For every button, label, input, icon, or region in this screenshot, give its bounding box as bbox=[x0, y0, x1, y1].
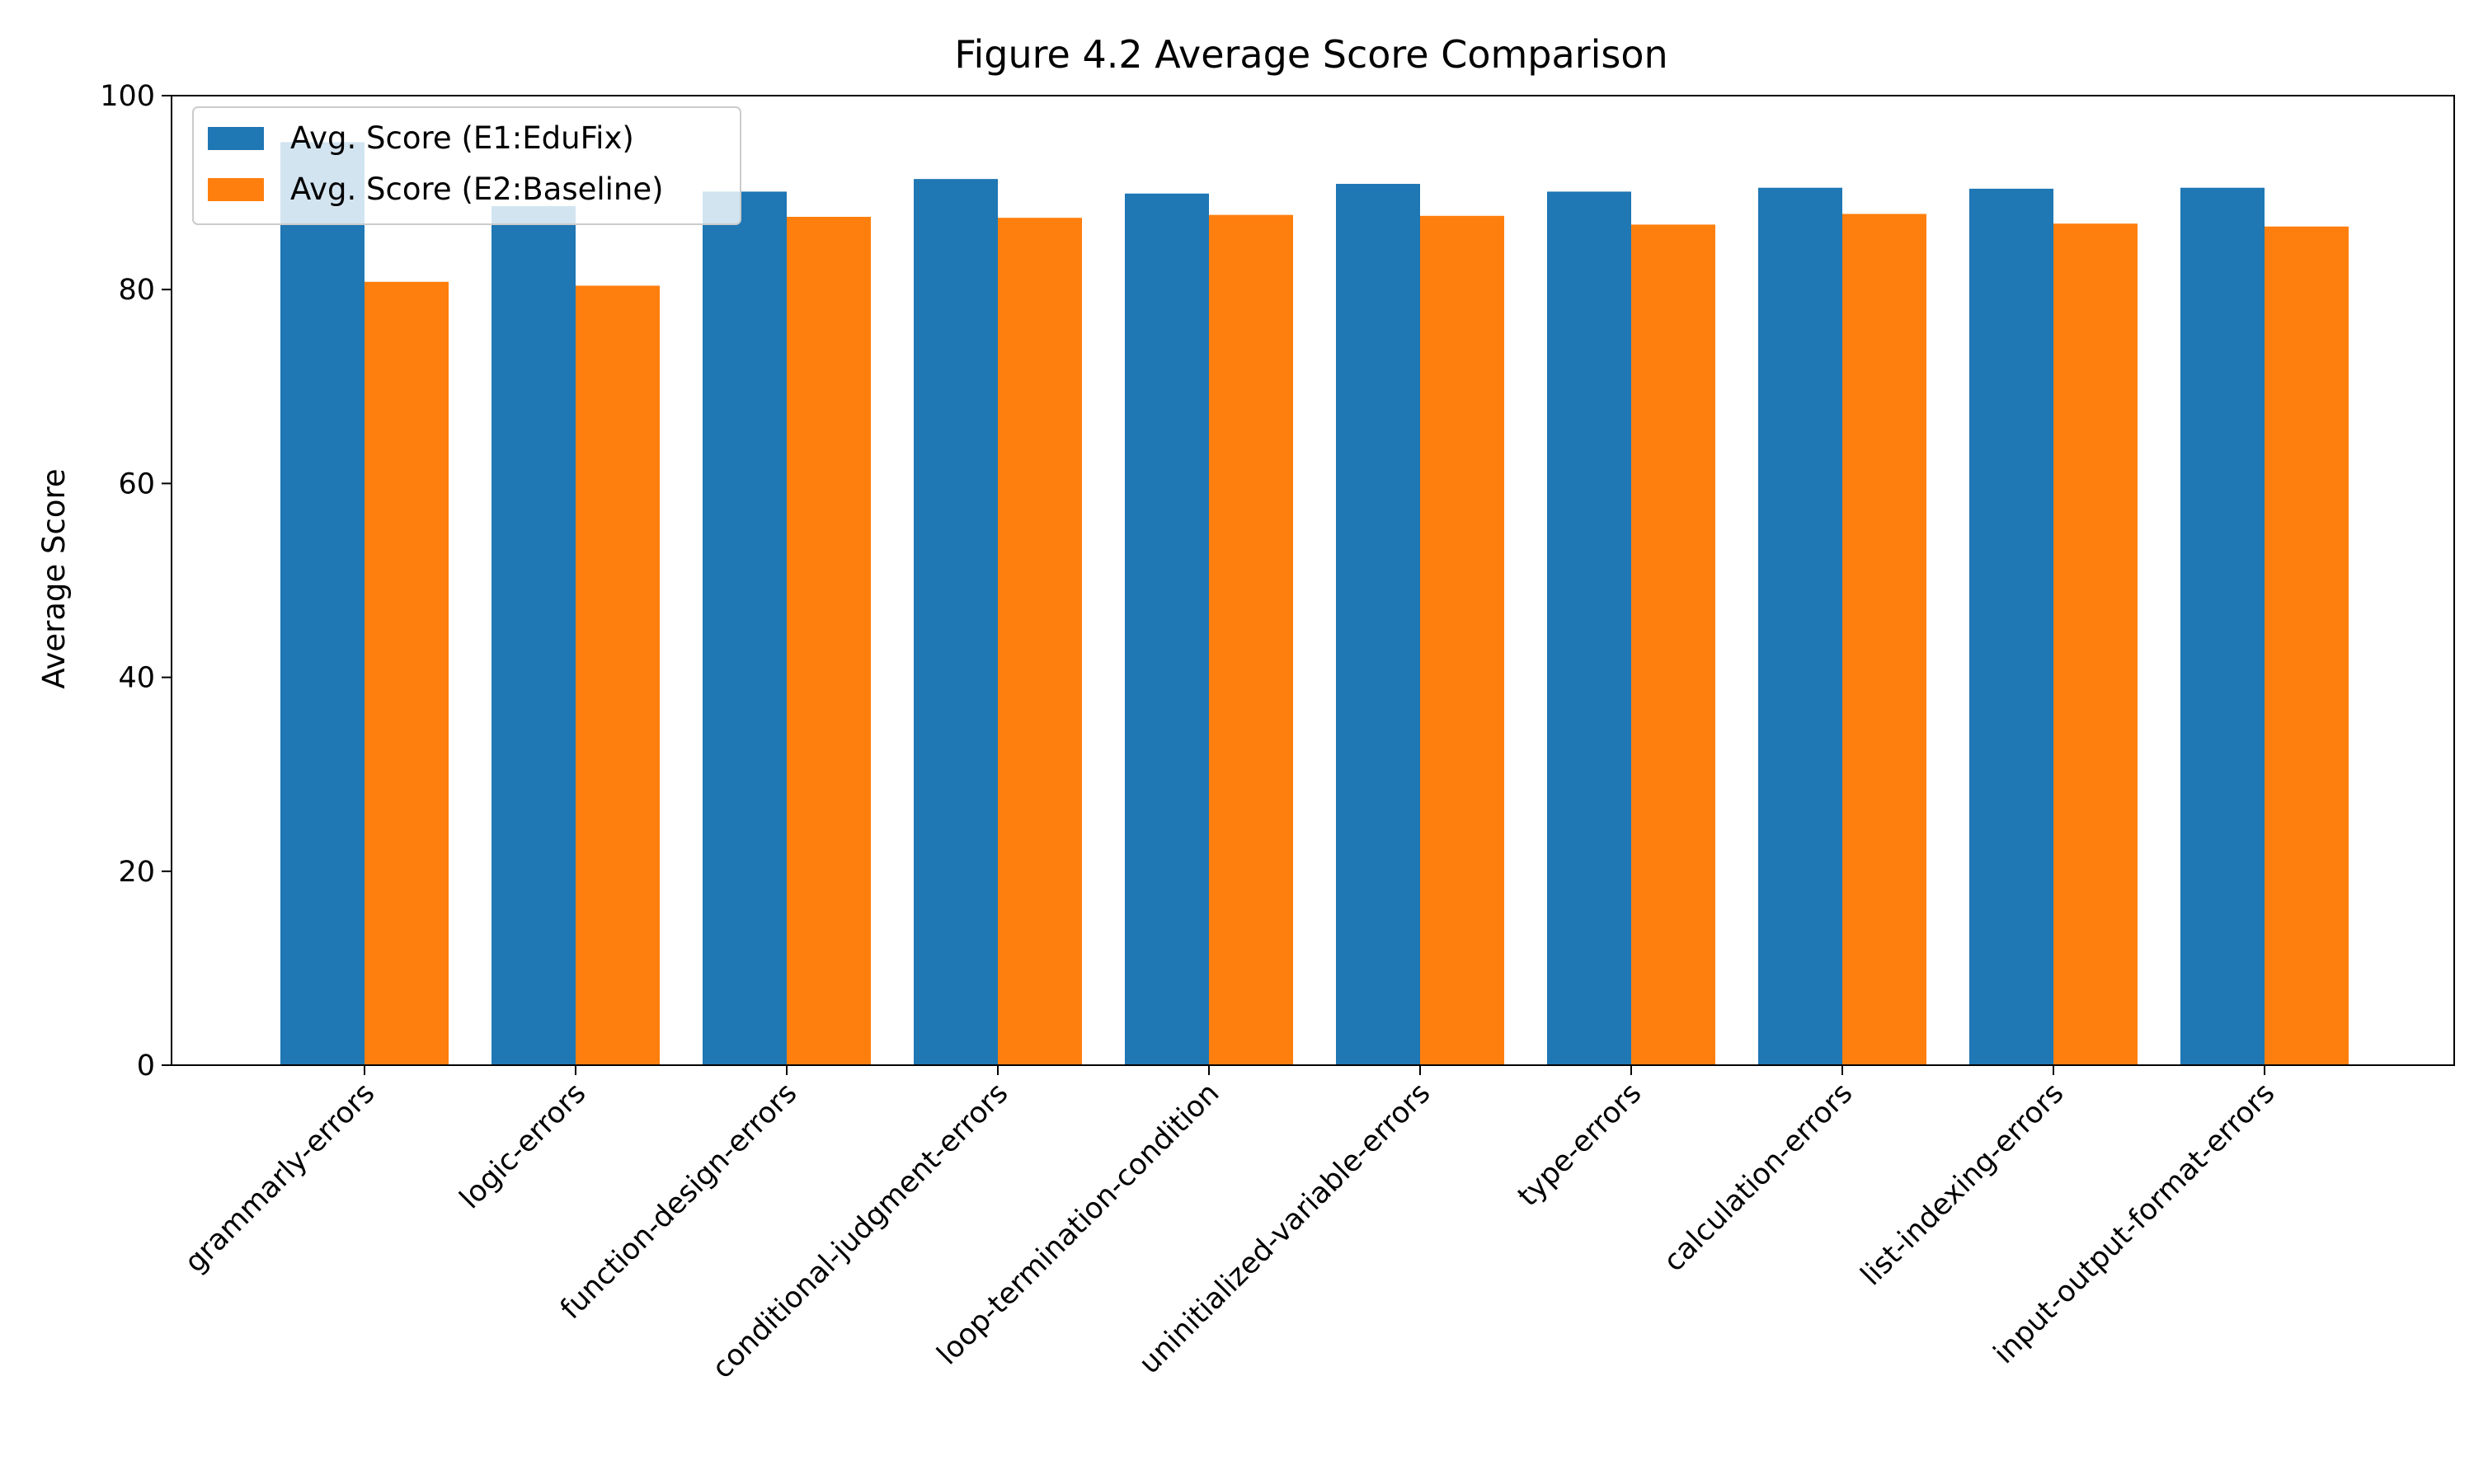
bar-e2-uninitialized-variable-errors bbox=[1420, 215, 1504, 1066]
bar-e2-logic-errors bbox=[576, 285, 660, 1066]
bar-e2-type-errors bbox=[1631, 224, 1715, 1066]
y-tick-label-100: 100 bbox=[100, 80, 155, 113]
bar-e1-logic-errors bbox=[492, 206, 576, 1066]
bar-e2-input-output-format-errors bbox=[2265, 226, 2349, 1065]
chart-title: Figure 4.2 Average Score Comparison bbox=[954, 32, 1667, 77]
legend-label-1: Avg. Score (E1:EduFix) bbox=[290, 120, 634, 156]
legend-swatch-1 bbox=[208, 127, 264, 150]
bar-e2-loop-termination-condition bbox=[1209, 214, 1293, 1066]
bar-e1-calculation-errors bbox=[1758, 187, 1842, 1066]
y-tick-label-40: 40 bbox=[118, 662, 155, 695]
y-tick-label-80: 80 bbox=[118, 274, 155, 307]
y-axis-label: Average Score bbox=[36, 468, 72, 688]
y-tick-label-0: 0 bbox=[137, 1050, 155, 1082]
plot-frame bbox=[171, 95, 2455, 1066]
bar-e1-type-errors bbox=[1547, 191, 1631, 1066]
bar-e2-conditional-judgment-errors bbox=[998, 218, 1082, 1065]
bar-e1-list-indexing-errors bbox=[1969, 188, 2053, 1065]
bar-e1-input-output-format-errors bbox=[2180, 187, 2265, 1066]
bar-e2-grammarly-errors bbox=[365, 281, 449, 1065]
bar-e2-list-indexing-errors bbox=[2053, 223, 2138, 1065]
bar-e1-grammarly-errors bbox=[280, 142, 365, 1065]
legend-label-2: Avg. Score (E2:Baseline) bbox=[290, 171, 664, 207]
bar-e1-uninitialized-variable-errors bbox=[1336, 184, 1420, 1066]
bar-e2-function-design-errors bbox=[787, 217, 871, 1065]
bar-e1-function-design-errors bbox=[703, 191, 787, 1066]
legend-box bbox=[192, 106, 741, 225]
bar-e2-calculation-errors bbox=[1842, 214, 1926, 1066]
y-tick-label-20: 20 bbox=[118, 856, 155, 889]
bar-e1-loop-termination-condition bbox=[1125, 193, 1209, 1065]
bar-e1-conditional-judgment-errors bbox=[914, 179, 998, 1066]
legend-swatch-2 bbox=[208, 178, 264, 201]
y-tick-label-60: 60 bbox=[118, 467, 155, 500]
